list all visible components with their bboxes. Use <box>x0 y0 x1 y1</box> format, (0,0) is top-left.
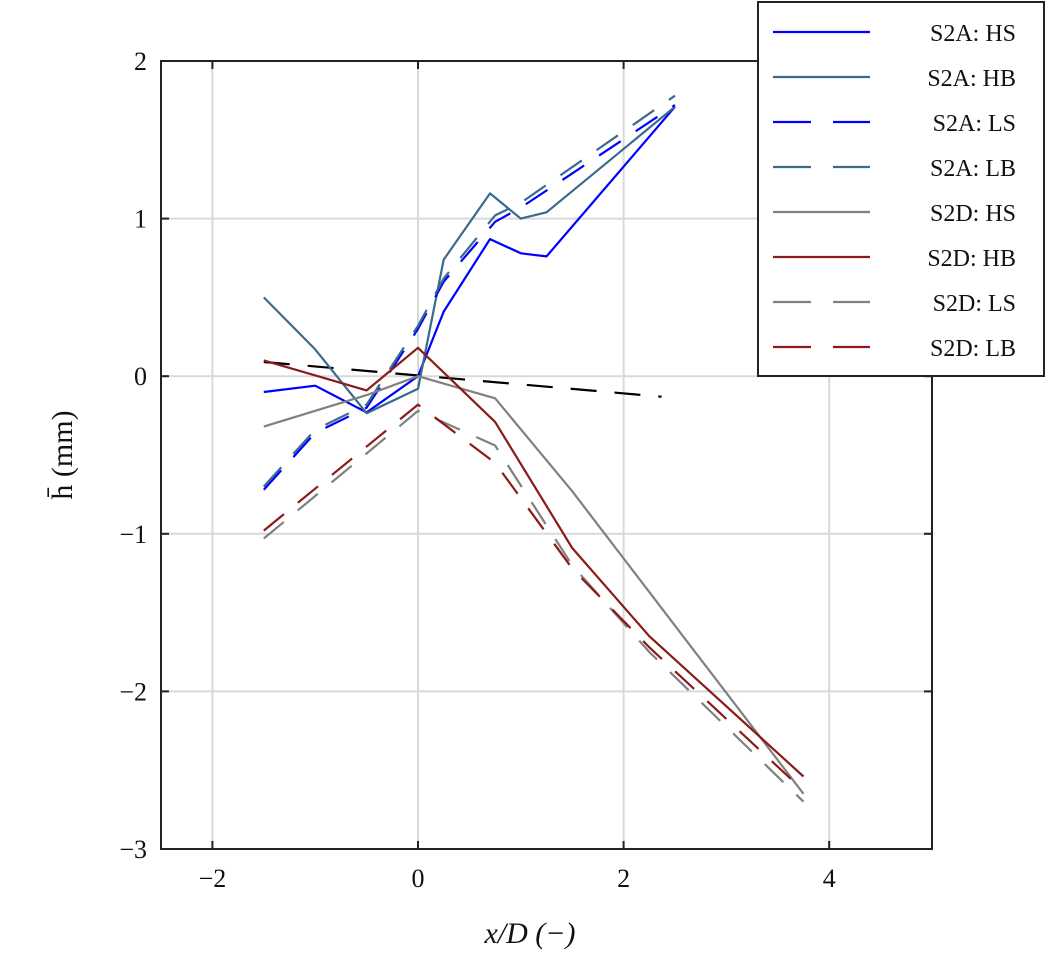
legend: S2A: HS S2A: HB S2A: LS S2A: LB S2D: HS S2D: … <box>757 1 1045 377</box>
series-group <box>262 94 805 803</box>
x-tick-label: 4 <box>823 864 836 893</box>
y-tick-label: −2 <box>119 677 147 706</box>
legend-box <box>757 1 1045 377</box>
x-tick-label: 2 <box>617 864 630 893</box>
x-axis-title: x/D (−) <box>483 917 575 950</box>
series-line-s2d-lb <box>263 403 805 792</box>
legend-label: S2A: HS <box>930 21 1016 47</box>
y-tick-label: 2 <box>134 47 147 76</box>
series-line-s2a-ls <box>262 104 676 491</box>
y-tick-label: −1 <box>119 520 147 549</box>
series-line-s2d-ls <box>263 409 805 803</box>
y-tick-label: 1 <box>134 205 147 234</box>
series-line-s2a-hb <box>263 105 676 415</box>
plot-frame <box>160 60 933 850</box>
ticks: −2 0 2 4 −3 −2 −1 0 1 2 <box>119 47 932 893</box>
series-line-s2d-hs <box>263 375 805 795</box>
series-line-s2d-hb <box>263 346 805 778</box>
legend-label: S2A: HB <box>927 66 1016 92</box>
series-line-s2a-hs <box>263 105 676 414</box>
x-tick-label: −2 <box>199 864 227 893</box>
x-tick-label: 0 <box>412 864 425 893</box>
y-tick-label: −3 <box>119 835 147 864</box>
legend-label: S2D: HB <box>927 246 1016 272</box>
legend-label: S2D: LB <box>930 336 1016 362</box>
legend-label: S2A: LS <box>933 111 1016 137</box>
y-tick-label: 0 <box>134 362 147 391</box>
y-axis-title: h̄ (mm) <box>46 410 79 499</box>
legend-label: S2D: LS <box>933 291 1016 317</box>
legend-label: S2A: LB <box>930 156 1016 182</box>
legend-label: S2D: HS <box>930 201 1016 227</box>
